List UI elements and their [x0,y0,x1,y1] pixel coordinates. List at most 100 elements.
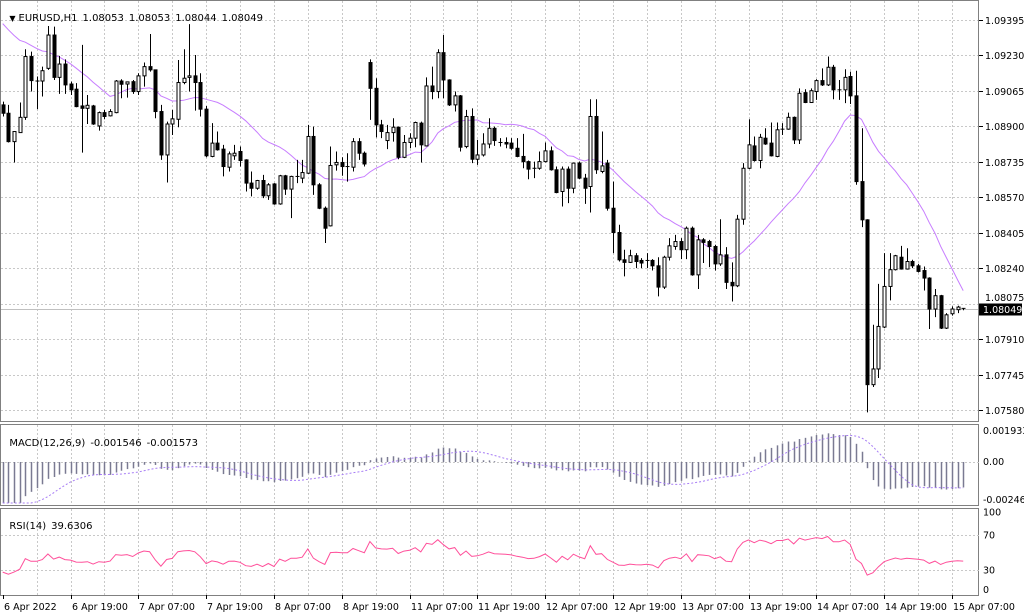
candle-bull [786,116,791,130]
rsi-header: RSI(14) 39.6306 [3,510,98,532]
candle-bull [413,121,418,139]
rsi-axis-label: 30 [983,565,995,576]
rsi-axis-label: 70 [983,530,995,541]
candle-bear [221,148,226,168]
candle-bull [775,129,780,157]
candle-bear [430,85,435,93]
macd-label: MACD(12,26,9) [9,438,86,449]
candle-bear [752,145,757,162]
candle-bull [600,165,605,172]
candle-bear [131,81,136,93]
candle-bear [730,281,735,287]
candle-bull [481,143,486,156]
price-label: 1.08075 [985,293,1024,304]
candle-bull [684,227,689,251]
time-label: 13 Apr 19:00 [750,602,812,613]
candle-bull [408,137,413,143]
candle-bear [74,88,79,108]
candle-bear [566,168,571,189]
candle-bull [814,80,819,93]
candle-bull [57,63,62,78]
candle-bull [571,162,576,189]
price-label: 1.07910 [985,335,1024,346]
time-label: 11 Apr 07:00 [411,602,473,613]
macd-signal-value: -0.001573 [146,438,198,449]
panel-frame [0,424,979,506]
candle-bull [227,153,232,168]
candle-bull [436,52,441,93]
candle-bear [769,142,774,157]
candle-bull [278,175,283,205]
candle-bear [153,69,158,113]
candle-bear [927,277,932,310]
candle-bull [475,154,480,160]
candle-bear [831,66,836,91]
candle-bull [933,295,938,310]
candle-bear [249,182,254,189]
candle-bear [357,141,362,154]
price-axis[interactable]: 1.09395 1.09230 1.09065 1.08900 1.08735 1.085… [979,16,1024,417]
price-label: 1.08570 [985,193,1024,204]
candles [1,24,966,413]
candle-bear [650,259,655,267]
candle-bear [374,87,379,126]
candle-bull [628,255,633,263]
triangle-down-icon[interactable]: ▼ [9,14,16,23]
candle-bull [543,150,548,163]
candle-bear [396,126,401,158]
candle-bear [317,184,322,209]
candle-bull [718,254,723,265]
candle-bear [69,83,74,91]
candle-bear [605,162,610,209]
ohlc-close: 1.08049 [221,13,263,24]
candle-bear [419,122,424,146]
candle-bear [311,135,316,186]
candle-bull [46,34,51,69]
candle-bear [910,261,915,267]
candle-bear [148,66,153,71]
candle-bull [165,123,170,156]
candle-bull [114,80,119,114]
candle-bear [119,80,124,85]
candle-bull [464,115,469,148]
candle-bear [939,295,944,329]
candle-bull [843,76,848,91]
time-label: 6 Apr 2022 [4,602,57,613]
candle-bear [272,183,277,205]
candle-bear [244,159,249,184]
candle-bear [713,245,718,265]
candle-bull [289,175,294,190]
candle-bull [334,161,339,166]
candle-bull [588,115,593,188]
candle-bear [470,115,475,160]
candle-bull [40,70,45,82]
time-label: 15 Apr 07:00 [953,602,1015,613]
candle-bull [667,245,672,258]
macd-signal-line [2,434,964,504]
candle-bull [85,104,90,109]
candle-bear [848,76,853,97]
candle-bull [888,269,893,287]
candle-bull [266,184,271,197]
candle-bear [639,259,644,264]
time-axis[interactable]: 6 Apr 2022 6 Apr 19:00 7 Apr 07:00 7 Apr 19… [3,595,1015,613]
candle-bear [80,105,85,109]
candle-bear [52,34,57,78]
panel-frames [0,0,979,596]
candle-bear [362,152,367,165]
time-label: 13 Apr 07:00 [682,602,744,613]
candle-bull [385,132,390,142]
time-label: 6 Apr 19:00 [72,602,128,613]
candle-bull [142,66,147,77]
ohlc-low: 1.08044 [175,13,217,24]
candle-bull [797,92,802,141]
time-label: 14 Apr 07:00 [817,602,879,613]
candle-bear [159,111,164,156]
candle-bear [820,80,825,86]
price-label: 1.09065 [985,87,1024,98]
candle-bear [860,181,865,221]
candle-bear [577,162,582,179]
candle-bear [554,169,559,194]
candle-bear [340,161,345,168]
